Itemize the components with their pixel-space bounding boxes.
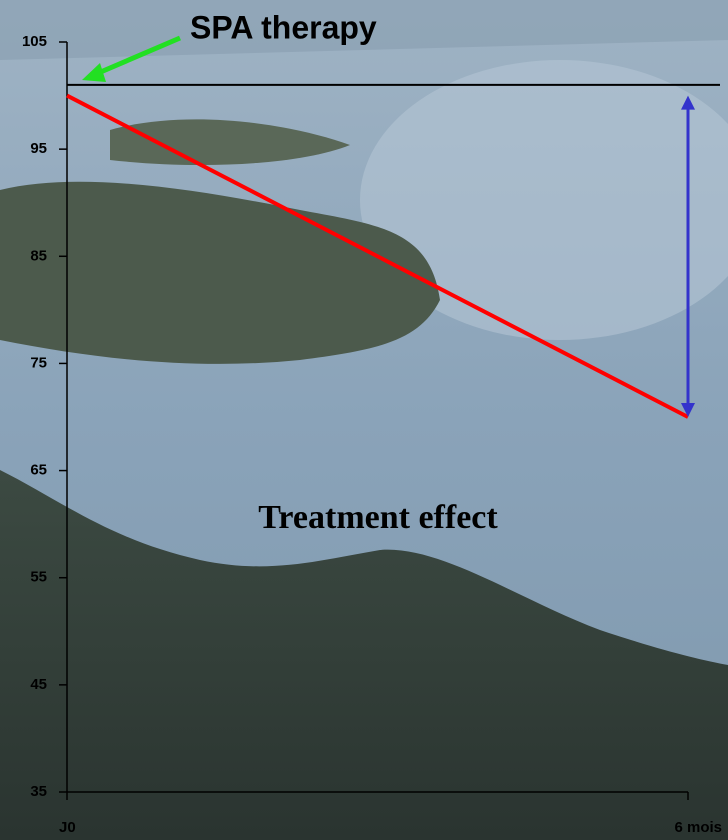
y-tick-label: 35 [30,783,47,800]
annotation-effect: Treatment effect [258,499,498,536]
x-tick-label: 6 mois [674,819,722,836]
chart: SPA therapy Treatment effect 35 45 55 65 75 8… [0,0,728,840]
y-tick-label: 45 [30,676,47,693]
y-tick-label: 55 [30,569,47,586]
y-tick-label: 95 [30,140,47,157]
y-tick-label: 65 [30,462,47,479]
y-tick-label: 105 [22,33,47,50]
annotation-spa: SPA therapy [190,9,377,45]
y-tick-label: 85 [30,247,47,264]
background-photo [0,0,728,840]
x-tick-label: J0 [59,819,76,836]
y-tick-label: 75 [30,354,47,371]
